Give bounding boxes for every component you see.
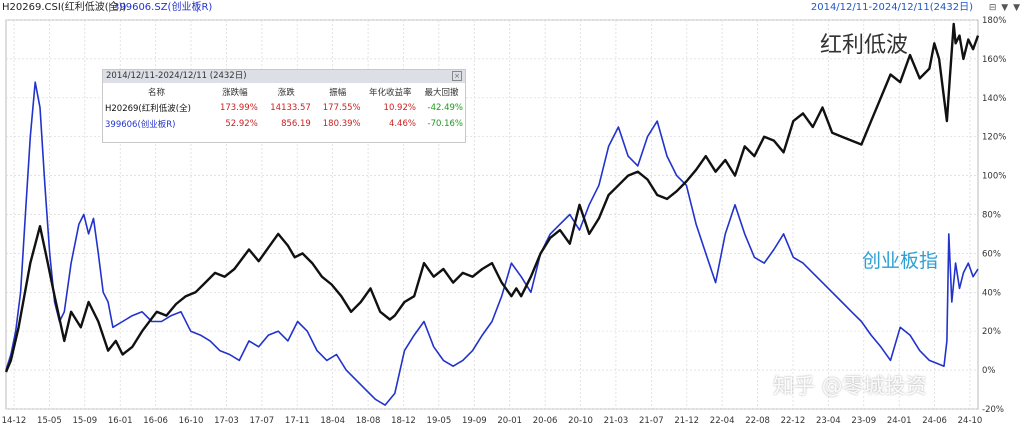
y-axis: -20% 0% 20% 40% 60% 80% 100% 120% 140% 160% 180% (982, 16, 1006, 415)
x-tick-label: 23-04 (816, 416, 841, 426)
series2-annotation: 创业板指 (862, 250, 939, 272)
x-tick-label: 24-10 (958, 416, 983, 426)
y-tick-label: -20% (982, 405, 1004, 415)
table-row[interactable]: H20269(红利低波(全) 173.99% 14133.57 177.55% … (103, 100, 465, 116)
row-change: 856.19 (281, 119, 311, 129)
x-tick-label: 20-01 (497, 416, 522, 426)
x-tick-label: 17-03 (214, 416, 239, 426)
row-annual-return: 10.92% (383, 103, 416, 113)
table-header-row: 名称 涨跌幅 涨跌 振幅 年化收益率 最大回撤 (103, 84, 465, 100)
y-tick-label: 100% (982, 172, 1006, 182)
series-line-2[interactable] (5, 81, 979, 406)
x-tick-label: 18-04 (320, 416, 345, 426)
x-tick-label: 22-04 (710, 416, 735, 426)
y-tick-label: 120% (982, 133, 1006, 143)
x-tick-label: 16-10 (179, 416, 204, 426)
chart-controls-icon[interactable]: ⊟ ▼ ▼ (988, 3, 1021, 13)
x-tick-label: 20-10 (568, 416, 593, 426)
close-icon[interactable]: × (452, 71, 462, 81)
watermark: 知乎 @零城投资 (773, 374, 927, 398)
column-header: 年化收益率 (369, 88, 412, 98)
date-range-label[interactable]: 2014/12/11-2024/12/11(2432日) (810, 2, 973, 13)
row-annual-return: 4.46% (388, 119, 416, 129)
x-tick-label: 23-09 (851, 416, 876, 426)
column-header: 涨跌 (277, 88, 295, 98)
series1-annotation: 红利低波 (820, 33, 909, 58)
x-tick-label: 18-12 (391, 416, 416, 426)
y-tick-label: 0% (982, 366, 996, 376)
y-tick-label: 40% (982, 288, 1001, 298)
x-tick-label: 14-12 (2, 416, 27, 426)
x-tick-label: 15-05 (37, 416, 62, 426)
x-tick-label: 20-06 (533, 416, 558, 426)
table-row[interactable]: 399606(创业板R) 52.92% 856.19 180.39% 4.46%… (103, 116, 465, 132)
column-header: 振幅 (329, 88, 347, 98)
column-header: 涨跌幅 (222, 88, 248, 98)
row-amplitude: 180.39% (322, 119, 361, 129)
series-line-1[interactable] (4, 22, 980, 373)
y-tick-label: 80% (982, 211, 1001, 221)
statistics-table: 名称 涨跌幅 涨跌 振幅 年化收益率 最大回撤 H20269(红利低波(全) 1… (103, 84, 465, 132)
chart-header-bar: H20269.CSI(红利低波(全)) | 399606.SZ(创业板R) | … (0, 0, 1025, 16)
series1-symbol-label[interactable]: H20269.CSI(红利低波(全)) (2, 2, 127, 13)
row-max-drawdown: -70.16% (427, 119, 463, 129)
y-tick-label: 60% (982, 249, 1001, 259)
row-name: H20269(红利低波(全) (105, 104, 191, 114)
x-tick-label: 21-03 (604, 416, 629, 426)
series2-symbol-label[interactable]: 399606.SZ(创业板R) (113, 2, 213, 13)
header-separator: | (108, 2, 112, 13)
x-tick-label: 21-07 (639, 416, 664, 426)
x-axis: 14-12 15-05 15-09 16-01 16-06 16-10 17-03 17-07… (2, 416, 983, 426)
y-tick-label: 140% (982, 94, 1006, 104)
x-tick-label: 24-06 (922, 416, 947, 426)
y-tick-label: 180% (982, 16, 1006, 26)
x-tick-label: 15-09 (72, 416, 97, 426)
chart-series (4, 22, 980, 406)
row-name: 399606(创业板R) (105, 120, 176, 130)
x-tick-label: 18-08 (356, 416, 381, 426)
x-tick-label: 19-09 (462, 416, 487, 426)
header-separator-2: | (196, 2, 200, 13)
column-header: 最大回撤 (424, 88, 459, 98)
line-chart[interactable]: -20% 0% 20% 40% 60% 80% 100% 120% 140% 160% 180% 1… (0, 16, 1025, 430)
row-amplitude: 177.55% (322, 103, 361, 113)
row-max-drawdown: -42.49% (427, 103, 463, 113)
x-tick-label: 22-08 (745, 416, 770, 426)
row-change-pct: 52.92% (225, 119, 258, 129)
row-change: 14133.57 (270, 103, 311, 113)
x-tick-label: 24-01 (887, 416, 912, 426)
column-header: 名称 (147, 88, 165, 98)
y-tick-label: 160% (982, 55, 1006, 65)
x-tick-label: 22-12 (781, 416, 806, 426)
x-tick-label: 17-11 (285, 416, 310, 426)
x-tick-label: 17-07 (250, 416, 275, 426)
x-tick-label: 16-06 (143, 416, 168, 426)
statistics-legend-panel: 2014/12/11-2024/12/11 (2432日) × 名称 涨跌幅 涨… (102, 69, 466, 143)
legend-title: 2014/12/11-2024/12/11 (2432日) (106, 71, 247, 81)
y-tick-label: 20% (982, 327, 1001, 337)
x-tick-label: 21-12 (674, 416, 699, 426)
x-tick-label: 16-01 (108, 416, 133, 426)
x-tick-label: 19-05 (427, 416, 452, 426)
row-change-pct: 173.99% (219, 103, 258, 113)
